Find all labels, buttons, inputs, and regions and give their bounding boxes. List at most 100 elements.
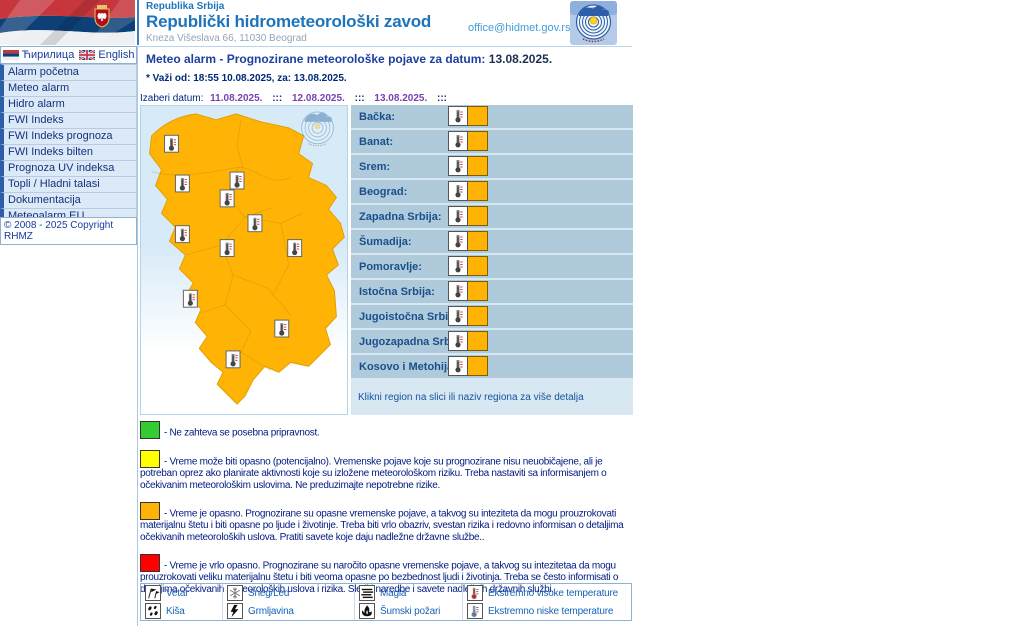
header-country: Republika Srbija (146, 1, 225, 12)
sidebar-item-fwi-bilten[interactable]: FWI Indeks bilten (0, 144, 137, 161)
header: Republika Srbija Republički hidrometeoro… (0, 0, 632, 46)
alert-level-indicator (448, 206, 488, 226)
sidebar: Alarm početna Meteo alarm Hidro alarm FW… (0, 64, 137, 225)
serbia-shape[interactable] (149, 113, 345, 405)
high-temperature-icon (448, 256, 468, 276)
alert-level-swatch (468, 231, 488, 251)
alert-level-swatch (468, 331, 488, 351)
alarm-title: Meteo alarm - Prognozirane meteorološke … (138, 47, 632, 66)
alert-level-swatch (468, 356, 488, 376)
alert-level-indicator (448, 356, 488, 376)
region-row-kosovo-i-metohija[interactable]: Kosovo i Metohija: (351, 355, 633, 378)
phenomena-cell: Magla (354, 584, 462, 602)
region-label[interactable]: Banat: (359, 135, 394, 148)
region-row-jugoistocna-srbija[interactable]: Jugoistočna Srbija: (351, 305, 633, 328)
alert-level-indicator (448, 181, 488, 201)
language-cyrillic-link[interactable]: Ћирилица (2, 49, 74, 61)
phenomena-label: Magla (380, 587, 407, 599)
thunder-icon (227, 603, 243, 619)
red-level-swatch (140, 554, 160, 572)
region-label[interactable]: Šumadija: (359, 235, 412, 248)
high-temperature-icon (448, 156, 468, 176)
email-link[interactable]: office@hidmet.gov.rs (468, 22, 571, 34)
legend-item-green: - Ne zahteva se posebna pripravnost. (140, 421, 632, 439)
region-label[interactable]: Istočna Srbija: (359, 285, 435, 298)
phenomena-label: Ekstremno niske temperature (488, 605, 614, 617)
high-temperature-icon (448, 281, 468, 301)
serbia-flag-image (0, 0, 135, 45)
region-label[interactable]: Jugozapadna Srbija: (359, 335, 467, 348)
alert-level-indicator (448, 231, 488, 251)
low-temperature-icon (467, 603, 483, 619)
alert-level-swatch (468, 156, 488, 176)
high-temperature-icon (448, 131, 468, 151)
sidebar-item-meteo-alarm[interactable]: Meteo alarm (0, 80, 137, 97)
phenomena-label: Sneg/Led (248, 587, 290, 599)
high-temperature-icon (448, 306, 468, 326)
region-row-jugozapadna-srbija[interactable]: Jugozapadna Srbija: (351, 330, 633, 353)
alarm-title-date: 13.08.2025. (488, 52, 553, 66)
region-row-sumadija[interactable]: Šumadija: (351, 230, 633, 253)
high-temperature-icon (448, 331, 468, 351)
rhmz-logo (570, 1, 617, 45)
phenomena-cell: Kiša (141, 602, 222, 620)
region-label[interactable]: Bačka: (359, 110, 396, 123)
phenomena-label: Grmljavina (248, 605, 294, 617)
sidebar-item-fwi-prognoza[interactable]: FWI Indeks prognoza (0, 128, 137, 145)
yellow-level-swatch (140, 450, 160, 468)
region-label[interactable]: Jugoistočna Srbija: (359, 310, 462, 323)
page-title: Republički hidrometeorološki zavod (146, 12, 432, 31)
phenomena-label: Šumski požari (380, 605, 441, 617)
legend-item-red: - Vreme je vrlo opasno. Prognozirane su … (140, 554, 632, 595)
serbia-map[interactable] (141, 106, 347, 414)
high-temperature-icon (448, 356, 468, 376)
language-english-label: English (98, 49, 135, 61)
high-temperature-icon (448, 106, 468, 126)
sidebar-item-hidro-alarm[interactable]: Hidro alarm (0, 96, 137, 113)
date-picker: Izaberi datum: 11.08.2025. ::: 12.08.202… (138, 84, 632, 104)
high-temperature-icon (467, 585, 483, 601)
alert-legend: - Ne zahteva se posebna pripravnost. - V… (140, 421, 632, 606)
region-row-banat[interactable]: Banat: (351, 130, 633, 153)
legend-item-yellow: - Vreme može biti opasno (potencijalno).… (140, 450, 632, 491)
region-row-zapadna-srbija[interactable]: Zapadna Srbija: (351, 205, 633, 228)
alert-level-swatch (468, 256, 488, 276)
header-divider (137, 0, 139, 45)
phenomena-label: Kiša (166, 605, 185, 617)
alert-level-swatch (468, 281, 488, 301)
region-row-istocna-srbija[interactable]: Istočna Srbija: (351, 280, 633, 303)
sidebar-item-fwi-indeks[interactable]: FWI Indeks (0, 112, 137, 129)
alarm-title-text: Meteo alarm - Prognozirane meteorološke … (146, 52, 486, 66)
alert-level-indicator (448, 131, 488, 151)
uk-flag-icon (79, 50, 96, 60)
phenomena-label: Vetar (166, 587, 189, 599)
alert-level-indicator (448, 156, 488, 176)
region-row-srem[interactable]: Srem: (351, 155, 633, 178)
date-separator: ::: (272, 93, 283, 104)
alert-level-swatch (468, 306, 488, 326)
sidebar-item-talasi[interactable]: Topli / Hladni talasi (0, 176, 137, 193)
region-alert-table: Bačka: Banat: Srem: Beograd: Zapadna Srb… (351, 105, 633, 415)
sidebar-item-alarm-pocetna[interactable]: Alarm početna (0, 64, 137, 81)
sidebar-item-dokumentacija[interactable]: Dokumentacija (0, 192, 137, 209)
region-label[interactable]: Zapadna Srbija: (359, 210, 442, 223)
region-label[interactable]: Kosovo i Metohija: (359, 360, 457, 373)
snow-ice-icon (227, 585, 243, 601)
language-bar: Ћирилица English (0, 46, 137, 64)
alert-level-indicator (448, 306, 488, 326)
region-row-beograd[interactable]: Beograd: (351, 180, 633, 203)
date-link-1[interactable]: 11.08.2025. (210, 93, 263, 104)
validity-note: * Važi od: 18:55 10.08.2025, za: 13.08.2… (146, 73, 347, 84)
date-link-2[interactable]: 12.08.2025. (292, 93, 345, 104)
region-label[interactable]: Beograd: (359, 185, 408, 198)
region-row-pomoravlje[interactable]: Pomoravlje: (351, 255, 633, 278)
legend-text: - Vreme je vrlo opasno. Prognozirane su … (140, 560, 619, 595)
phenomena-cell: Šumski požari (354, 602, 462, 620)
date-link-3[interactable]: 13.08.2025. (374, 93, 428, 104)
region-row-backa[interactable]: Bačka: (351, 105, 633, 128)
language-english-link[interactable]: English (79, 49, 134, 61)
region-label[interactable]: Pomoravlje: (359, 260, 422, 273)
sidebar-item-uv-indeks[interactable]: Prognoza UV indeksa (0, 160, 137, 177)
legend-text: - Vreme može biti opasno (potencijalno).… (140, 456, 607, 491)
region-label[interactable]: Srem: (359, 160, 391, 173)
